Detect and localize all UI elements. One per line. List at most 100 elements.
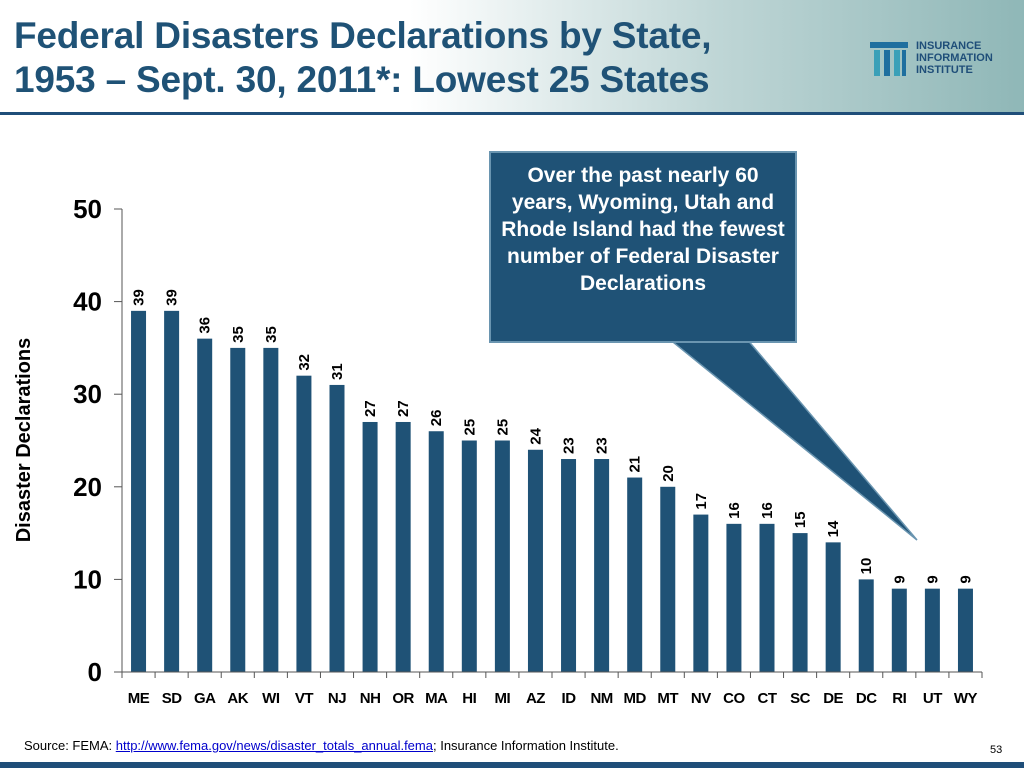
data-label: 9: [924, 575, 941, 583]
x-tick-label: GA: [194, 690, 216, 707]
x-tick-label: RI: [892, 690, 906, 707]
data-label: 36: [197, 317, 214, 334]
source-link[interactable]: http://www.fema.gov/news/disaster_totals…: [115, 738, 433, 753]
source-prefix: Source: FEMA:: [24, 738, 116, 753]
data-label: 15: [792, 511, 809, 528]
x-tick-label: DC: [856, 690, 877, 707]
x-tick-label: MD: [624, 690, 647, 707]
iii-logo: INSURANCE INFORMATION INSTITUTE: [866, 36, 1016, 84]
data-label: 39: [131, 289, 148, 306]
y-tick-label: 50: [73, 194, 102, 224]
callout-box: [489, 151, 797, 343]
bar: [693, 514, 709, 672]
y-tick-label: 0: [88, 657, 102, 687]
bar: [329, 384, 345, 672]
bar: [296, 375, 312, 672]
title-line-2: 1953 – Sept. 30, 2011*: Lowest 25 States: [14, 59, 710, 100]
x-tick-label: CT: [758, 690, 777, 707]
bar: [891, 588, 907, 672]
bar: [395, 421, 411, 672]
x-tick-label: AZ: [526, 690, 545, 707]
header-band: [0, 0, 1024, 112]
bar: [362, 421, 378, 672]
data-label: 39: [164, 289, 181, 306]
y-tick-label: 40: [73, 287, 102, 317]
x-tick-label: VT: [295, 690, 314, 707]
data-label: 20: [660, 465, 677, 482]
bar: [561, 459, 577, 672]
bar: [131, 310, 147, 672]
data-label: 21: [627, 456, 644, 473]
x-tick-label: SD: [162, 690, 183, 707]
data-label: 31: [329, 363, 346, 380]
bar: [230, 347, 246, 672]
source-note: Source: FEMA: http://www.fema.gov/news/d…: [24, 738, 619, 753]
bar: [792, 533, 808, 672]
data-label: 9: [957, 575, 974, 583]
x-tick-label: MA: [425, 690, 448, 707]
x-tick-label: WY: [954, 690, 978, 707]
page-number: 53: [990, 744, 1003, 756]
footer-bar: [0, 762, 1024, 768]
header-divider: [0, 112, 1024, 115]
data-label: 16: [726, 502, 743, 519]
logo-line-3: INSTITUTE: [916, 64, 973, 76]
bar: [627, 477, 643, 672]
x-tick-label: UT: [923, 690, 942, 707]
bar: [924, 588, 940, 672]
x-tick-label: AK: [227, 690, 248, 707]
x-tick-label: WI: [262, 690, 280, 707]
data-label: 23: [594, 437, 611, 454]
bar: [594, 459, 610, 672]
data-label: 27: [395, 400, 412, 417]
data-label: 24: [527, 427, 544, 444]
bar: [726, 523, 742, 672]
x-tick-label: CO: [723, 690, 745, 707]
bar: [527, 449, 543, 672]
y-axis-label: Disaster Declarations: [13, 338, 35, 543]
bar: [164, 310, 180, 672]
bar: [263, 347, 279, 672]
slide-title: Federal Disasters Declarations by State,…: [14, 14, 834, 102]
iii-logo-icon: [870, 42, 908, 76]
data-label: 9: [891, 575, 908, 583]
data-label: 35: [230, 326, 247, 343]
bar: [858, 579, 874, 672]
callout-text: Over the past nearly 60 years, Wyoming, …: [501, 164, 785, 295]
data-label: 23: [561, 437, 578, 454]
x-tick-label: MI: [495, 690, 511, 707]
data-label: 25: [461, 419, 478, 436]
y-tick-label: 10: [73, 564, 102, 594]
data-label: 14: [825, 520, 842, 537]
logo-line-2: INFORMATION: [916, 52, 993, 64]
bar: [197, 338, 213, 672]
data-label: 10: [858, 558, 875, 575]
title-line-1: Federal Disasters Declarations by State,: [14, 15, 712, 56]
data-label: 16: [759, 502, 776, 519]
x-tick-label: NV: [691, 690, 711, 707]
data-label: 17: [693, 493, 710, 510]
bar: [759, 523, 775, 672]
data-label: 26: [428, 410, 445, 427]
bar: [494, 440, 510, 672]
bar: [428, 431, 444, 672]
bar: [461, 440, 477, 672]
data-label: 25: [494, 419, 511, 436]
x-tick-label: NJ: [328, 690, 346, 707]
y-tick-label: 30: [73, 379, 102, 409]
x-tick-label: HI: [462, 690, 476, 707]
source-suffix: ; Insurance Information Institute.: [432, 738, 619, 753]
x-tick-label: DE: [823, 690, 843, 707]
data-label: 32: [296, 354, 313, 371]
logo-text: INSURANCE INFORMATION INSTITUTE: [916, 40, 993, 76]
x-tick-label: ME: [128, 690, 150, 707]
x-tick-label: SC: [790, 690, 811, 707]
logo-line-1: INSURANCE: [916, 40, 982, 52]
data-label: 35: [263, 326, 280, 343]
x-tick-label: NH: [360, 690, 381, 707]
x-tick-label: MT: [657, 690, 678, 707]
x-tick-label: ID: [562, 690, 577, 707]
bar: [957, 588, 973, 672]
data-label: 27: [362, 400, 379, 417]
